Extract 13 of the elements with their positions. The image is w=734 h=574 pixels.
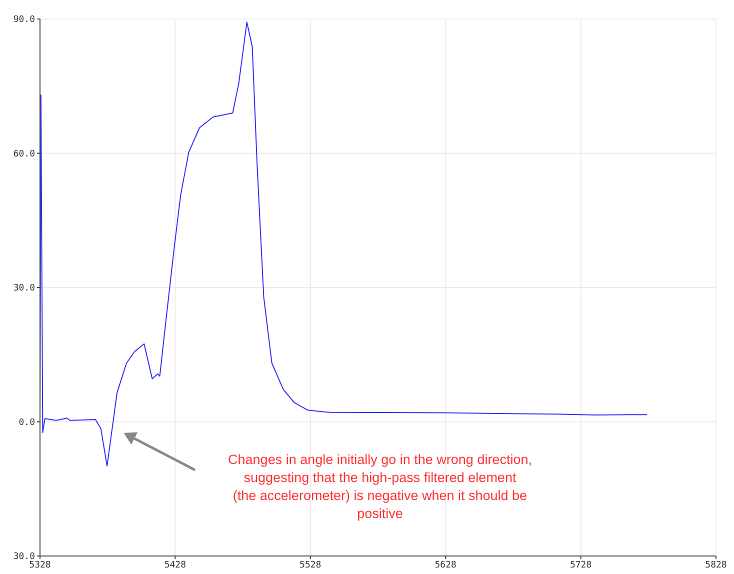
x-tick-label: 5628	[434, 560, 456, 570]
y-tick-label: 30.0	[13, 284, 35, 294]
y-tick-label: 90.0	[13, 15, 35, 26]
x-tick-label: 5328	[29, 560, 51, 570]
x-tick-label: 5828	[705, 560, 727, 570]
y-tick-label: 60.0	[13, 149, 35, 160]
x-tick-label: 5728	[570, 560, 592, 570]
y-tick-label: 0.0	[18, 418, 35, 428]
annotation: Changes in angle initially go in the wrong direction, suggesting that the high-pass filtered element (the accelerometer) is negative when it should be positive	[228, 452, 532, 521]
y-tick-label: 30.0	[13, 552, 35, 562]
x-tick-label: 5428	[164, 560, 186, 570]
x-tick-label: 5528	[300, 560, 322, 570]
line-series	[40, 22, 648, 467]
